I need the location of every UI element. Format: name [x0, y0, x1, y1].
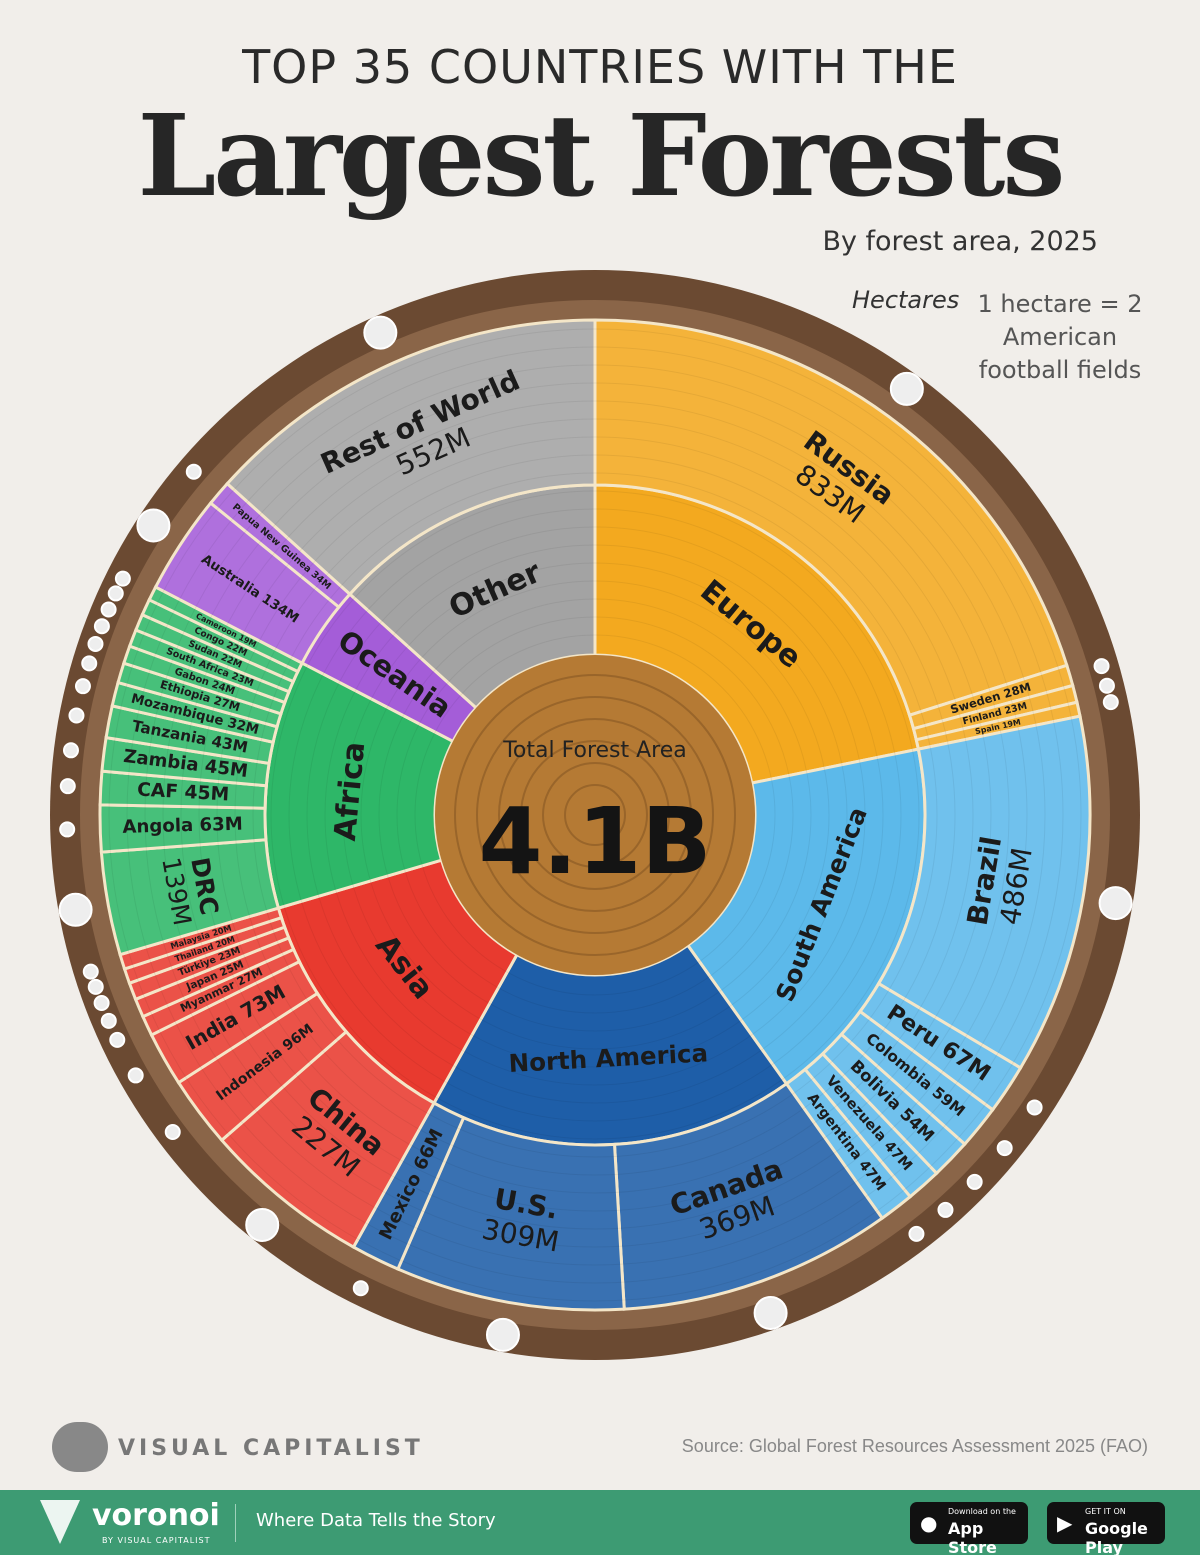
flag-icon	[74, 678, 91, 695]
tree-ring	[234, 454, 956, 1176]
center-value: 4.1B	[478, 788, 711, 895]
flag-icon	[1026, 1099, 1043, 1116]
flag-icon	[937, 1201, 954, 1218]
flag-icon	[59, 821, 76, 838]
flag-icon	[1093, 658, 1110, 675]
flag-icon	[889, 371, 924, 406]
tree-ring	[180, 400, 1010, 1230]
divider	[235, 1504, 236, 1542]
tree-ring	[270, 490, 920, 1140]
app-store-button[interactable]: ● Download on the App Store	[910, 1502, 1028, 1555]
flag-icon	[908, 1225, 925, 1242]
core-circle	[435, 655, 755, 975]
tree-ring	[144, 364, 1046, 1266]
flag-icon	[100, 1012, 117, 1029]
flag-icon	[81, 655, 98, 672]
flag-icon	[114, 570, 131, 587]
tree-ring	[252, 472, 938, 1158]
flag-icon	[62, 742, 79, 759]
subtitle: TOP 35 COUNTRIES WITH THE	[242, 40, 958, 94]
core-ring	[498, 718, 692, 912]
country-label: CAF 45M	[137, 779, 230, 805]
flag-icon	[87, 635, 104, 652]
tree-ring	[288, 508, 902, 1122]
flag-icon	[87, 978, 104, 995]
flag-icon	[1102, 694, 1119, 711]
app-store-label: App Store	[948, 1519, 997, 1555]
label-line: CAF 45M	[137, 779, 230, 805]
tree-ring	[306, 526, 884, 1104]
flag-icon	[485, 1317, 520, 1352]
hectare-note: 1 hectare = 2 American football fields	[977, 290, 1143, 384]
tree-ring	[342, 562, 848, 1068]
flag-icon	[68, 707, 85, 724]
flag-icon	[352, 1280, 369, 1297]
tagline: Where Data Tells the Story	[256, 1510, 496, 1531]
flag-icon	[164, 1123, 181, 1140]
title: Largest Forests	[137, 91, 1066, 222]
flag-icon	[107, 585, 124, 602]
voronoi-brand: voronoi	[92, 1498, 220, 1533]
flag-icon	[1098, 886, 1133, 921]
tree-ring	[324, 544, 866, 1086]
country-segment[interactable]	[593, 318, 1069, 718]
tree-ring	[198, 418, 992, 1212]
flag-icon	[93, 618, 110, 635]
flag-icon	[127, 1067, 144, 1084]
country-label: Angola 63M	[122, 814, 243, 838]
flag-icon	[59, 778, 76, 795]
core-ring	[454, 674, 736, 956]
byline: By forest area, 2025	[822, 226, 1098, 257]
source: Source: Global Forest Resources Assessme…	[681, 1436, 1148, 1456]
flag-icon	[966, 1173, 983, 1190]
tree-ring	[378, 598, 812, 1032]
voronoi-logo-icon	[40, 1500, 80, 1544]
core-ring	[564, 784, 626, 846]
tree-ring	[360, 580, 830, 1050]
flag-icon	[185, 463, 202, 480]
app-store-small: Download on the	[948, 1507, 1016, 1516]
flag-icon	[82, 963, 99, 980]
flag-icon	[363, 315, 398, 350]
country-segment[interactable]	[225, 318, 597, 597]
flag-icon	[93, 995, 110, 1012]
center-label: Total Forest Area	[502, 738, 687, 763]
core-ring	[542, 762, 648, 868]
google-play-small: GET IT ON	[1085, 1507, 1126, 1516]
google-play-label: Google Play	[1085, 1519, 1148, 1555]
flag-icon	[1098, 677, 1115, 694]
footer-bar: voronoi BY VISUAL CAPITALIST Where Data …	[0, 1490, 1200, 1555]
label-line: Angola 63M	[122, 814, 243, 838]
unit-label: Hectares	[852, 286, 960, 314]
flag-icon	[58, 892, 93, 927]
play-icon: ▶	[1057, 1511, 1073, 1535]
tree-ring	[126, 346, 1064, 1284]
country-label: U.S.309M	[479, 1182, 561, 1259]
tree-ring	[162, 382, 1028, 1248]
flag-icon	[245, 1207, 280, 1242]
brand: VISUAL CAPITALIST	[118, 1436, 424, 1461]
voronoi-sub: BY VISUAL CAPITALIST	[102, 1536, 211, 1545]
flag-icon	[109, 1031, 126, 1048]
flag-icon	[996, 1140, 1013, 1157]
tree-ring	[216, 436, 974, 1194]
flag-icon	[753, 1295, 788, 1330]
flag-icon	[100, 601, 117, 618]
tree-ring	[414, 634, 776, 996]
core-ring	[476, 696, 714, 934]
google-play-button[interactable]: ▶ GET IT ON Google Play	[1047, 1502, 1165, 1555]
visual-capitalist-logo	[52, 1422, 108, 1472]
tree-ring	[396, 616, 794, 1014]
apple-icon: ●	[920, 1511, 938, 1535]
core-ring	[520, 740, 670, 890]
flag-icon	[136, 508, 171, 543]
tree-ring	[108, 328, 1082, 1302]
